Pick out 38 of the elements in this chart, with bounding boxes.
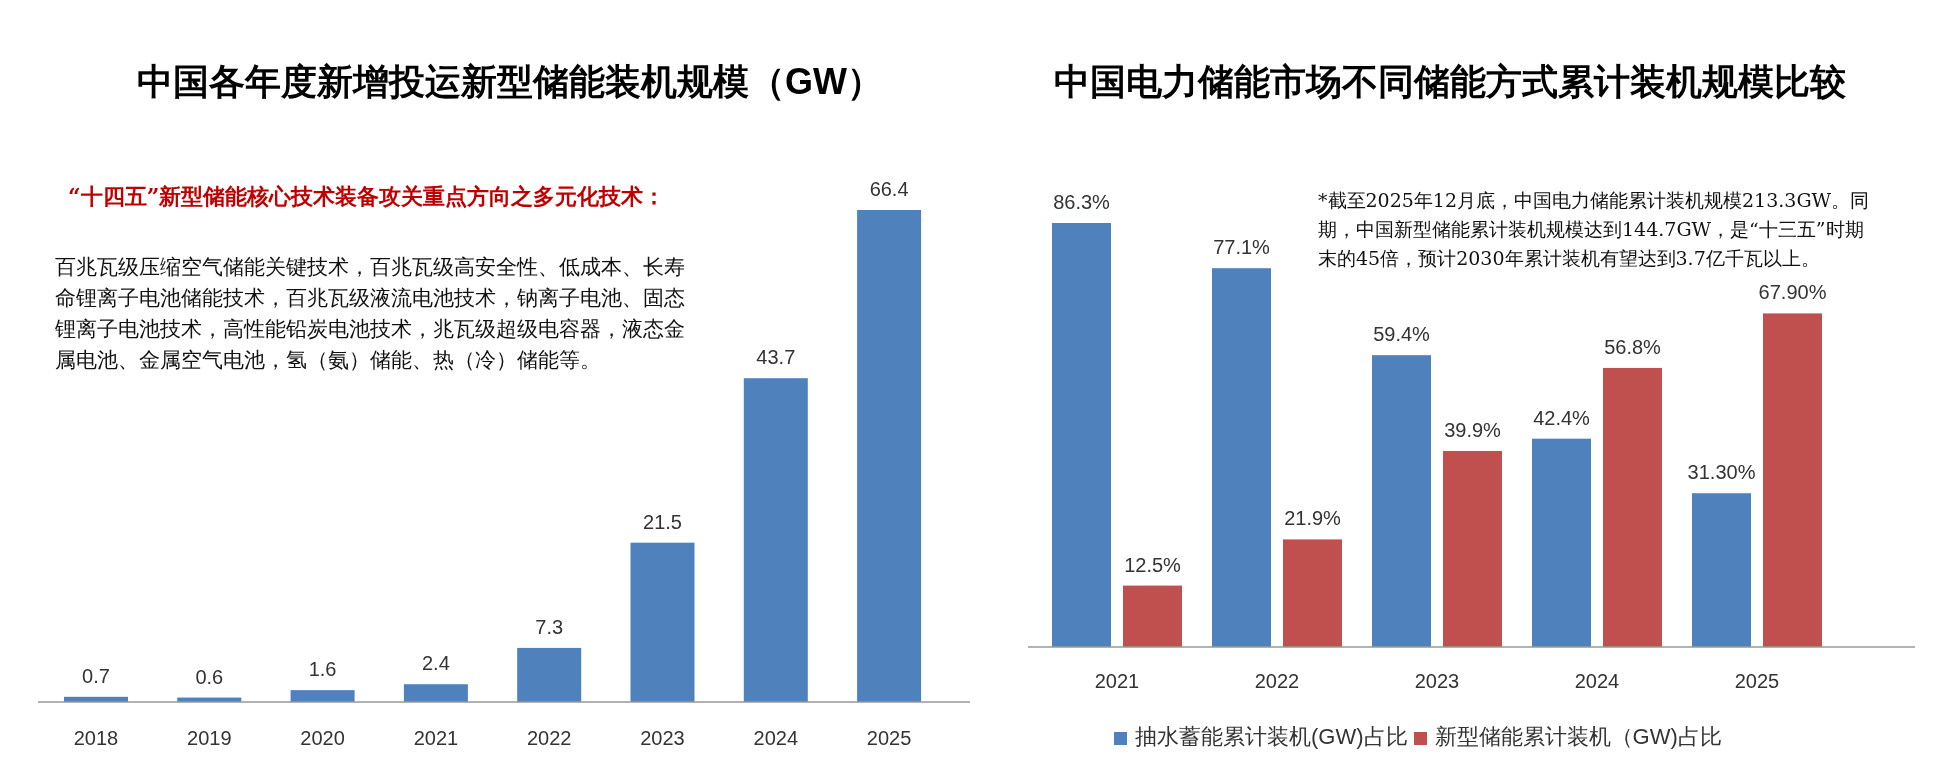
x-tick-label: 2021 xyxy=(413,727,459,749)
data-label: 0.7 xyxy=(82,664,110,687)
data-label: 86.3% xyxy=(1053,191,1111,213)
chart-title: 中国各年度新增投运新型储能装机规模（GW） xyxy=(137,60,883,104)
x-tick-label: 2024 xyxy=(1574,670,1620,692)
x-tick-label: 2020 xyxy=(300,727,345,749)
data-label: 21.9% xyxy=(1284,507,1342,530)
x-tick-label: 2025 xyxy=(1734,670,1780,692)
x-tick-label: 2025 xyxy=(866,727,912,749)
text: “十四五”新型储能核心技术装备攻关重点方向之多元化技术： xyxy=(68,182,667,211)
data-label: 77.1% xyxy=(1213,236,1271,259)
x-tick-label: 2021 xyxy=(1094,670,1140,692)
legend-label: 抽水蓄能累计装机(GW)占比 xyxy=(1135,724,1408,749)
chart-title: 中国电力储能市场不同储能方式累计装机规模比较 xyxy=(1054,60,1846,104)
data-label: 59.4% xyxy=(1373,323,1431,346)
data-label: 0.6 xyxy=(195,665,224,688)
data-label: 31.30% xyxy=(1687,461,1756,484)
data-label: 2.4 xyxy=(421,652,450,675)
data-label: 67.90% xyxy=(1758,281,1827,304)
legend-label: 新型储能累计装机（GW)占比 xyxy=(1434,724,1722,749)
data-label: 66.4 xyxy=(869,178,909,200)
x-tick-label: 2024 xyxy=(753,727,799,749)
data-label: 21.5 xyxy=(643,510,682,533)
data-label: 12.5% xyxy=(1124,553,1182,576)
annotation: 百兆瓦级压缩空气储能关键技术，百兆瓦级高安全性、低成本、长寿命锂离子电池储能技术，百兆瓦级液流电池技术，钠离子电池、固态锂离子电池技术，高性能铅炭电池技术，兆瓦级超级电容器，液态金属电池、金属空气电池，氢（氨）储能、热（冷）储能等。 xyxy=(55,254,686,374)
data-label: 43.7 xyxy=(756,346,796,369)
x-tick-label: 2018 xyxy=(73,727,119,749)
annotation: *截至2025年12月底，中国电力储能累计装机规模213.3GW。同期，中国新型储能累计装机规模达到144.7GW，是“十三五”时期末的45倍，预计2030年累计装机有望达到3.7亿千瓦以上。 xyxy=(1318,188,1871,271)
x-tick-label: 2023 xyxy=(640,727,685,749)
data-label: 7.3 xyxy=(535,615,564,638)
x-tick-label: 2023 xyxy=(1414,670,1460,692)
data-label: 42.4% xyxy=(1533,406,1591,429)
data-label: 39.9% xyxy=(1444,418,1502,441)
x-tick-label: 2022 xyxy=(1254,670,1300,692)
data-label: 1.6 xyxy=(308,658,337,681)
x-tick-label: 2019 xyxy=(187,727,232,749)
x-tick-label: 2022 xyxy=(526,727,572,749)
data-label: 56.8% xyxy=(1604,335,1662,358)
